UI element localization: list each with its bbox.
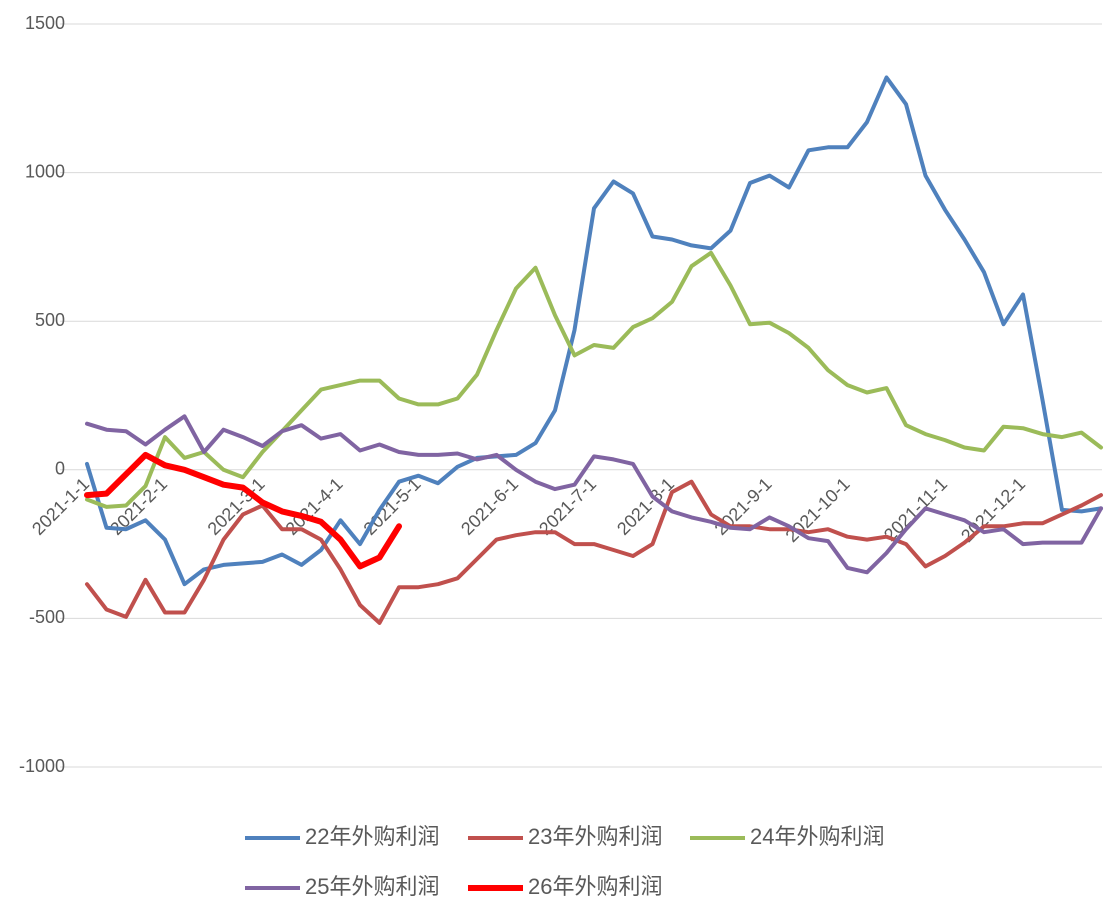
legend-label: 23年外购利润 <box>528 824 662 849</box>
x-tick-label: 2021-12-1 <box>957 474 1029 546</box>
y-tick-label: -500 <box>29 607 65 627</box>
legend-label: 25年外购利润 <box>305 874 439 899</box>
x-tick-label: 2021-6-1 <box>457 474 522 539</box>
y-tick-label: 1500 <box>25 13 65 33</box>
y-tick-label: 0 <box>55 459 65 479</box>
series-line <box>84 451 402 570</box>
x-tick-label: 2021-1-1 <box>28 474 93 539</box>
x-tick-label: 2021-11-1 <box>880 474 951 545</box>
series-line <box>85 75 1103 587</box>
legend-label: 26年外购利润 <box>528 874 662 899</box>
legend-label: 22年外购利润 <box>305 824 439 849</box>
y-tick-label: 500 <box>35 310 65 330</box>
y-tick-label: -1000 <box>19 756 65 776</box>
series-line <box>85 250 1103 509</box>
y-tick-label: 1000 <box>25 161 65 181</box>
legend-label: 24年外购利润 <box>750 824 884 849</box>
series-line <box>85 414 1103 575</box>
series-line <box>85 479 1103 625</box>
